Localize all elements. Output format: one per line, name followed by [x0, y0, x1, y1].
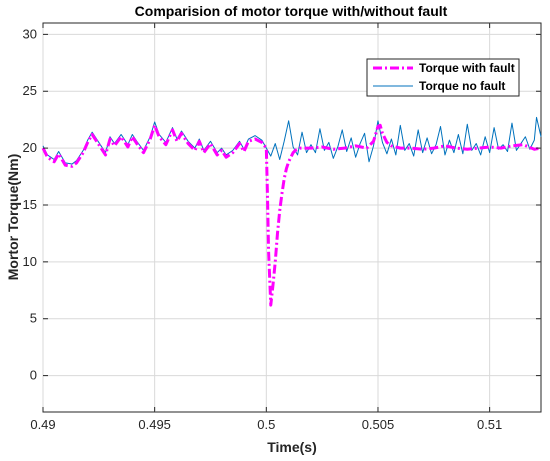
x-tick-label: 0.51	[477, 417, 502, 432]
chart-title: Comparision of motor torque with/without…	[135, 3, 448, 19]
legend-box	[366, 58, 520, 97]
legend-label-fault: Torque with fault	[419, 61, 515, 75]
y-tick-label: 0	[30, 368, 37, 383]
y-axis-title: Mortor Torque(Nm)	[5, 154, 21, 281]
x-tick-label: 0.505	[362, 417, 395, 432]
y-tick-label: 30	[23, 26, 37, 41]
x-tick-label: 0.49	[30, 417, 55, 432]
y-tick-label: 5	[30, 311, 37, 326]
series-layer	[41, 116, 542, 307]
legend: Torque with fault Torque no fault	[366, 58, 520, 97]
legend-label-nofault: Torque no fault	[419, 79, 505, 93]
y-tick-label: 15	[23, 197, 37, 212]
y-tick-label: 20	[23, 140, 37, 155]
x-tick-label: 0.5	[257, 417, 275, 432]
y-tick-label: 10	[23, 254, 37, 269]
x-axis-title: Time(s)	[267, 439, 317, 455]
series-line-torque-with-fault	[41, 123, 542, 307]
x-tick-label: 0.495	[138, 417, 171, 432]
axis-ticks: 0.49 0.495 0.5 0.505 0.51 0 5 10 15 20 25 30	[23, 23, 541, 432]
y-tick-label: 25	[23, 83, 37, 98]
